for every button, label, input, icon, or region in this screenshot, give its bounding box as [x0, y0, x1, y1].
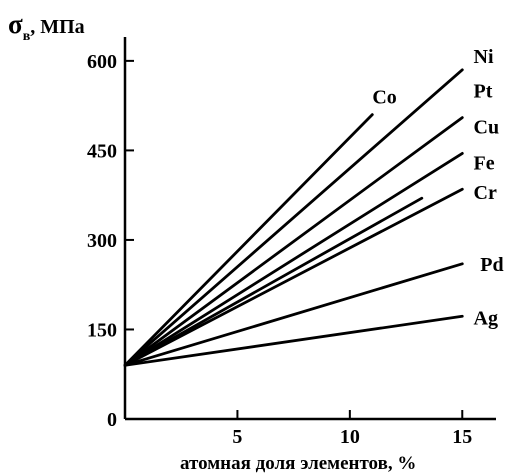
series-line-cu — [123, 151, 464, 367]
y-axis-symbol: σ — [8, 9, 23, 39]
series-line-fe — [123, 196, 424, 367]
y-tick-label: 150 — [87, 319, 117, 341]
series-line-pt — [123, 116, 464, 367]
y-tick-label: 450 — [87, 140, 117, 162]
x-tick-label: 5 — [232, 426, 242, 448]
y-axis-units: , МПа — [30, 16, 84, 38]
y-axis-subscript: в — [23, 29, 31, 44]
x-tick-label: 15 — [452, 426, 472, 448]
series-label-ni: Ni — [474, 46, 494, 68]
y-tick-label: 300 — [87, 230, 117, 252]
x-axis-title: атомная доля элементов, % — [180, 453, 416, 474]
series-line-co — [123, 113, 374, 367]
series-line-ag — [123, 314, 464, 367]
x-tick-label: 10 — [340, 426, 360, 448]
series-label-cu: Cu — [474, 117, 500, 139]
series-line-cr — [123, 187, 464, 367]
series-label-fe: Fe — [474, 152, 495, 174]
axes: 0 150 300 450 600 5 10 15 — [87, 37, 496, 448]
series-label-co: Co — [372, 87, 396, 109]
series-labels: Co Ni Pt Cu Fe Cr Pd Ag — [372, 46, 503, 329]
y-axis-title: σв, МПа — [8, 9, 85, 44]
svg-text:σв, МПа: σв, МПа — [8, 9, 85, 44]
series-label-pt: Pt — [474, 81, 493, 103]
series-label-ag: Ag — [474, 308, 498, 330]
y-tick-label: 600 — [87, 51, 117, 73]
series-label-pd: Pd — [480, 254, 503, 276]
series-lines — [123, 68, 464, 367]
series-line-pd — [123, 262, 464, 367]
y-tick-label: 0 — [107, 409, 117, 431]
series-label-cr: Cr — [474, 182, 497, 204]
series-line-ni — [123, 68, 464, 367]
